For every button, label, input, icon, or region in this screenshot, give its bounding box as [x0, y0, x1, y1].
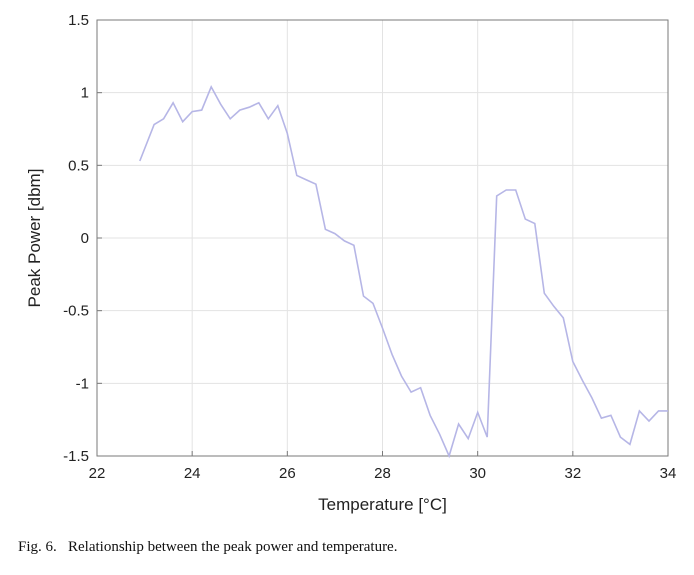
x-tick-label: 30 — [469, 465, 486, 482]
y-tick-label: 1.5 — [68, 12, 89, 29]
y-axis-label: Peak Power [dbm] — [25, 169, 44, 308]
y-tick-label: -1 — [76, 375, 89, 392]
x-tick-label: 32 — [564, 465, 581, 482]
x-tick-label: 26 — [279, 465, 296, 482]
y-tick-label: -1.5 — [63, 448, 89, 465]
x-axis-label: Temperature [°C] — [318, 495, 447, 514]
x-tick-label: 34 — [660, 465, 677, 482]
y-tick-label: 0.5 — [68, 157, 89, 174]
x-tick-label: 24 — [184, 465, 201, 482]
line-chart: 22 24 26 28 30 32 34 -1.5 -1 -0.5 0 0.5 1 1.5 Temper… — [25, 12, 677, 514]
y-tick-label: 1 — [81, 85, 89, 102]
figure-caption: Fig. 6. Relationship between the peak po… — [18, 539, 398, 555]
y-axis-ticks: -1.5 -1 -0.5 0 0.5 1 1.5 — [63, 12, 102, 465]
y-tick-label: 0 — [81, 230, 89, 247]
x-tick-label: 22 — [89, 465, 106, 482]
x-tick-label: 28 — [374, 465, 391, 482]
x-axis-ticks: 22 24 26 28 30 32 34 — [89, 451, 677, 482]
y-tick-label: -0.5 — [63, 303, 89, 320]
series-line — [139, 85, 668, 459]
